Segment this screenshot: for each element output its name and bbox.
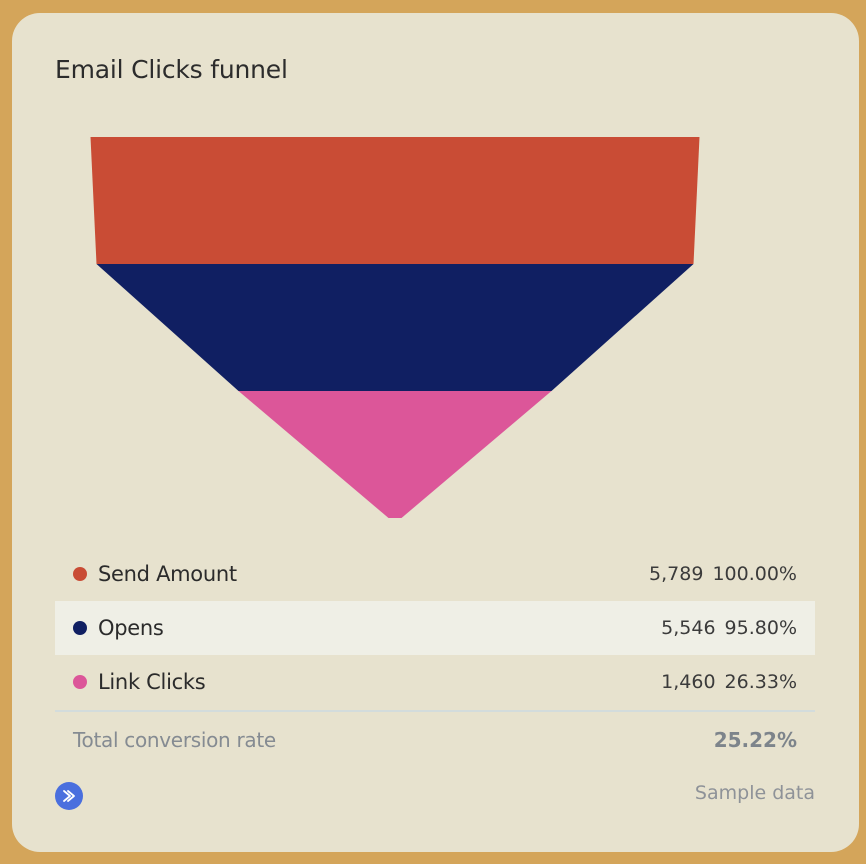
legend-row-link-clicks[interactable]: Link Clicks 1,460 26.33% xyxy=(55,655,815,709)
funnel-card: Email Clicks funnel Send Amount 5,789 10… xyxy=(12,13,859,852)
stage-label: Send Amount xyxy=(98,562,237,586)
stage-percent: 26.33% xyxy=(724,671,797,693)
chevron-right-icon xyxy=(63,790,75,802)
stage-label: Link Clicks xyxy=(98,670,206,694)
funnel-legend: Send Amount 5,789 100.00% Opens 5,546 95… xyxy=(55,547,815,768)
funnel-segment-opens[interactable] xyxy=(96,264,694,391)
legend-row-opens[interactable]: Opens 5,546 95.80% xyxy=(55,601,815,655)
legend-dot xyxy=(73,675,87,689)
funnel-chart xyxy=(90,137,700,518)
legend-dot xyxy=(73,567,87,581)
funnel-segment-link-clicks[interactable] xyxy=(238,391,552,518)
legend-dot xyxy=(73,621,87,635)
total-conversion-label: Total conversion rate xyxy=(73,728,276,752)
stage-percent: 100.00% xyxy=(712,563,797,585)
stage-count: 1,460 xyxy=(661,671,716,693)
next-button[interactable] xyxy=(55,782,83,810)
sample-data-label: Sample data xyxy=(694,782,815,804)
total-conversion-row: Total conversion rate 25.22% xyxy=(55,712,815,768)
stage-count: 5,546 xyxy=(661,617,716,639)
divider xyxy=(55,710,815,712)
card-title: Email Clicks funnel xyxy=(55,55,288,84)
stage-percent: 95.80% xyxy=(724,617,797,639)
stage-count: 5,789 xyxy=(649,563,704,585)
legend-row-send-amount[interactable]: Send Amount 5,789 100.00% xyxy=(55,547,815,601)
funnel-segment-send-amount[interactable] xyxy=(90,137,700,264)
stage-label: Opens xyxy=(98,616,164,640)
total-conversion-value: 25.22% xyxy=(713,728,797,752)
